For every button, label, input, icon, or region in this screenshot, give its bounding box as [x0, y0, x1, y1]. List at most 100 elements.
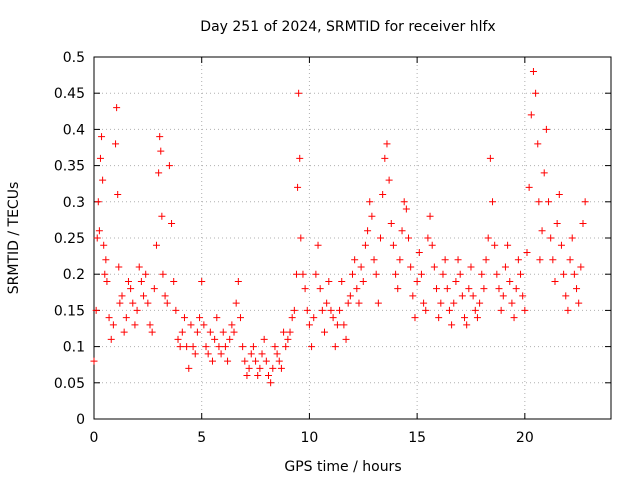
data-point — [102, 256, 110, 264]
data-point — [204, 350, 212, 358]
data-point — [157, 147, 165, 155]
data-point — [155, 169, 163, 177]
data-point — [396, 256, 404, 264]
data-point — [196, 314, 204, 322]
data-point — [127, 285, 135, 293]
data-point — [144, 299, 152, 307]
data-point — [471, 306, 479, 314]
data-point — [249, 343, 257, 351]
data-point — [557, 241, 565, 249]
data-point — [504, 241, 512, 249]
data-point — [168, 220, 176, 228]
data-point — [482, 256, 490, 264]
data-point — [305, 321, 313, 329]
data-point — [420, 299, 428, 307]
data-point — [478, 270, 486, 278]
y-tick-label: 0.25 — [54, 231, 85, 247]
x-tick-label: 5 — [197, 430, 206, 446]
data-point — [577, 263, 585, 271]
x-axis-ticks: 0 5 10 15 20 — [90, 57, 534, 446]
data-point — [236, 314, 244, 322]
x-tick-label: 0 — [90, 430, 99, 446]
data-point — [409, 292, 417, 300]
data-point — [331, 343, 339, 351]
data-point — [90, 357, 98, 365]
data-point — [366, 198, 374, 206]
data-point — [506, 277, 514, 285]
data-point — [417, 270, 425, 278]
data-point — [140, 292, 148, 300]
data-point — [100, 241, 108, 249]
data-point — [176, 343, 184, 351]
data-point — [310, 314, 318, 322]
data-point — [180, 314, 188, 322]
data-point — [101, 270, 109, 278]
chart-title: Day 251 of 2024, SRMTID for receiver hlf… — [200, 19, 495, 35]
data-point — [486, 154, 494, 162]
data-point — [234, 277, 242, 285]
data-point — [241, 357, 249, 365]
data-point — [473, 314, 481, 322]
data-point — [301, 285, 309, 293]
data-point — [296, 154, 304, 162]
data-point — [129, 299, 137, 307]
data-point — [517, 270, 525, 278]
data-point — [581, 198, 589, 206]
data-point — [158, 212, 166, 220]
data-point — [433, 285, 441, 293]
data-point — [122, 314, 130, 322]
data-point — [553, 220, 561, 228]
data-points — [90, 67, 589, 387]
data-point — [269, 364, 277, 372]
data-point — [512, 285, 520, 293]
data-point — [385, 176, 393, 184]
data-point — [273, 350, 281, 358]
data-point — [159, 270, 167, 278]
data-point — [252, 357, 260, 365]
data-point — [174, 335, 182, 343]
data-point — [112, 140, 120, 148]
data-point — [564, 306, 572, 314]
data-point — [170, 277, 178, 285]
data-point — [400, 198, 408, 206]
data-point — [452, 277, 460, 285]
data-point — [535, 198, 543, 206]
data-point — [450, 299, 458, 307]
data-point — [297, 234, 305, 242]
data-point — [469, 292, 477, 300]
data-point — [437, 299, 445, 307]
data-point — [226, 335, 234, 343]
data-point — [202, 343, 210, 351]
data-point — [211, 335, 219, 343]
data-point — [316, 285, 324, 293]
data-point — [344, 299, 352, 307]
data-point — [407, 263, 415, 271]
data-point — [120, 328, 128, 336]
data-point — [389, 241, 397, 249]
data-point — [133, 306, 141, 314]
data-point — [247, 350, 255, 358]
data-point — [303, 306, 311, 314]
data-point — [292, 270, 300, 278]
data-point — [258, 350, 266, 358]
data-point — [545, 198, 553, 206]
data-point — [254, 372, 262, 380]
data-point — [116, 299, 124, 307]
data-point — [529, 67, 537, 75]
data-point — [109, 321, 117, 329]
data-point — [387, 220, 395, 228]
data-point — [424, 234, 432, 242]
data-point — [264, 372, 272, 380]
y-tick-label: 0.1 — [63, 340, 85, 356]
data-point — [555, 191, 563, 199]
data-point — [329, 314, 337, 322]
data-point — [137, 277, 145, 285]
data-point — [501, 263, 509, 271]
y-tick-label: 0.05 — [54, 376, 85, 392]
data-point — [445, 306, 453, 314]
data-point — [346, 292, 354, 300]
data-point — [131, 321, 139, 329]
x-tick-label: 20 — [516, 430, 534, 446]
data-point — [465, 285, 473, 293]
data-point — [551, 277, 559, 285]
